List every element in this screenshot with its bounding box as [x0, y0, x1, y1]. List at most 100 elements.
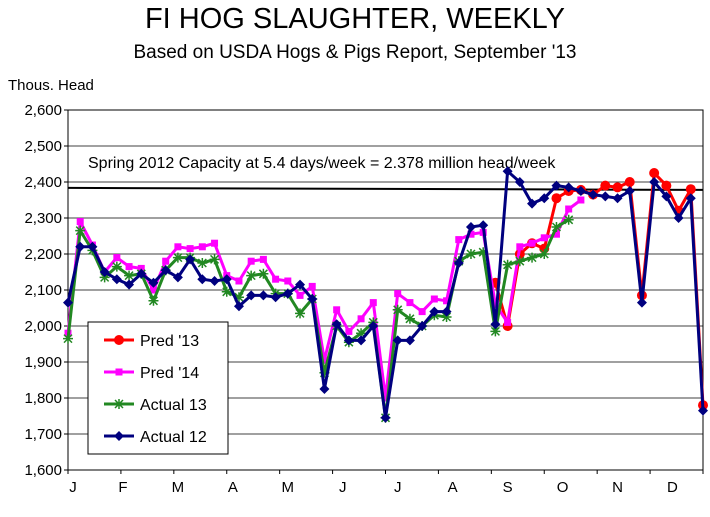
data-point — [478, 247, 489, 258]
y-tick-label: 2,100 — [24, 282, 62, 299]
data-point — [528, 239, 536, 247]
data-point — [588, 189, 599, 200]
data-point — [551, 193, 562, 204]
data-point — [441, 312, 452, 322]
y-axis: 1,600 1,700 1,800 1,900 2,000 2,100 2,200 2,300… — [24, 102, 68, 479]
data-point — [162, 257, 170, 265]
data-point — [382, 394, 389, 402]
data-point — [172, 272, 183, 283]
data-point — [527, 198, 538, 209]
data-point — [539, 193, 550, 204]
data-point — [345, 327, 353, 335]
data-point — [198, 243, 206, 251]
data-point — [111, 274, 122, 285]
data-point — [563, 182, 574, 193]
data-point — [624, 177, 635, 187]
data-point — [246, 270, 257, 281]
y-tick-label: 2,500 — [24, 138, 62, 155]
data-point — [612, 193, 623, 204]
y-tick-label: 1,600 — [24, 462, 62, 479]
data-point — [455, 236, 463, 244]
data-point — [649, 177, 660, 187]
data-point — [551, 222, 562, 232]
data-point — [465, 249, 476, 259]
data-point — [185, 254, 196, 265]
data-point — [63, 333, 73, 344]
data-point — [113, 254, 121, 262]
data-point — [575, 186, 586, 196]
data-point — [148, 295, 159, 306]
data-point — [209, 254, 220, 265]
data-point — [369, 299, 377, 307]
data-point — [258, 290, 269, 301]
data-point — [296, 291, 304, 299]
data-point — [209, 276, 220, 286]
data-point — [551, 180, 562, 191]
x-tick-label: M — [282, 479, 295, 496]
data-point — [295, 308, 306, 319]
data-point — [404, 313, 415, 324]
chart-subtitle: Based on USDA Hogs & Pigs Report, Septem… — [133, 42, 577, 63]
data-point — [636, 297, 647, 308]
legend-label: Pred '14 — [140, 365, 199, 382]
data-point — [148, 277, 159, 288]
data-point — [540, 234, 548, 242]
data-point — [685, 193, 696, 204]
series-pred-14 — [64, 196, 585, 402]
data-point — [490, 326, 501, 337]
data-point — [624, 186, 635, 196]
data-point — [612, 182, 623, 193]
data-point — [380, 412, 391, 423]
data-point — [491, 300, 499, 308]
data-point — [99, 272, 110, 283]
data-point — [392, 335, 403, 346]
data-point — [467, 230, 475, 238]
data-point — [319, 384, 330, 394]
data-point — [124, 279, 135, 290]
data-point — [563, 214, 574, 225]
data-point — [698, 405, 708, 416]
data-point — [124, 270, 135, 281]
reference-line-group: Spring 2012 Capacity at 5.4 days/week = … — [67, 155, 704, 191]
data-point — [76, 218, 84, 226]
data-point — [233, 292, 244, 303]
legend-label: Actual 13 — [140, 397, 207, 414]
legend-item: Pred '13 — [104, 333, 199, 350]
data-point — [392, 304, 403, 315]
data-point — [504, 318, 512, 326]
data-point — [600, 191, 611, 202]
data-point — [111, 261, 122, 272]
data-point — [308, 282, 316, 290]
data-point — [186, 245, 194, 253]
x-tick-label: A — [228, 479, 238, 496]
data-point — [137, 264, 145, 272]
data-point — [453, 258, 464, 268]
data-point — [63, 297, 73, 308]
x-tick-label: J — [339, 479, 347, 496]
data-point — [125, 263, 133, 271]
data-point — [429, 306, 440, 317]
y-tick-label: 1,900 — [24, 354, 62, 371]
data-point — [136, 268, 147, 279]
data-point — [539, 249, 550, 259]
data-point — [430, 295, 438, 303]
data-point — [514, 256, 525, 267]
data-point — [441, 306, 452, 317]
data-point — [295, 279, 306, 290]
legend-item: Actual 12 — [104, 429, 207, 446]
data-point — [75, 241, 86, 252]
data-point — [356, 328, 367, 339]
data-point — [490, 319, 501, 330]
data-point — [247, 257, 255, 265]
series-actual-12 — [63, 166, 708, 423]
data-point — [502, 166, 513, 177]
x-tick-label: J — [394, 479, 402, 496]
x-tick-label: M — [172, 479, 185, 496]
data-point — [172, 252, 183, 263]
x-tick-label: S — [503, 479, 513, 496]
data-point — [307, 294, 318, 304]
data-point — [516, 243, 524, 251]
y-tick-label: 2,000 — [24, 318, 62, 335]
data-point — [333, 306, 341, 314]
